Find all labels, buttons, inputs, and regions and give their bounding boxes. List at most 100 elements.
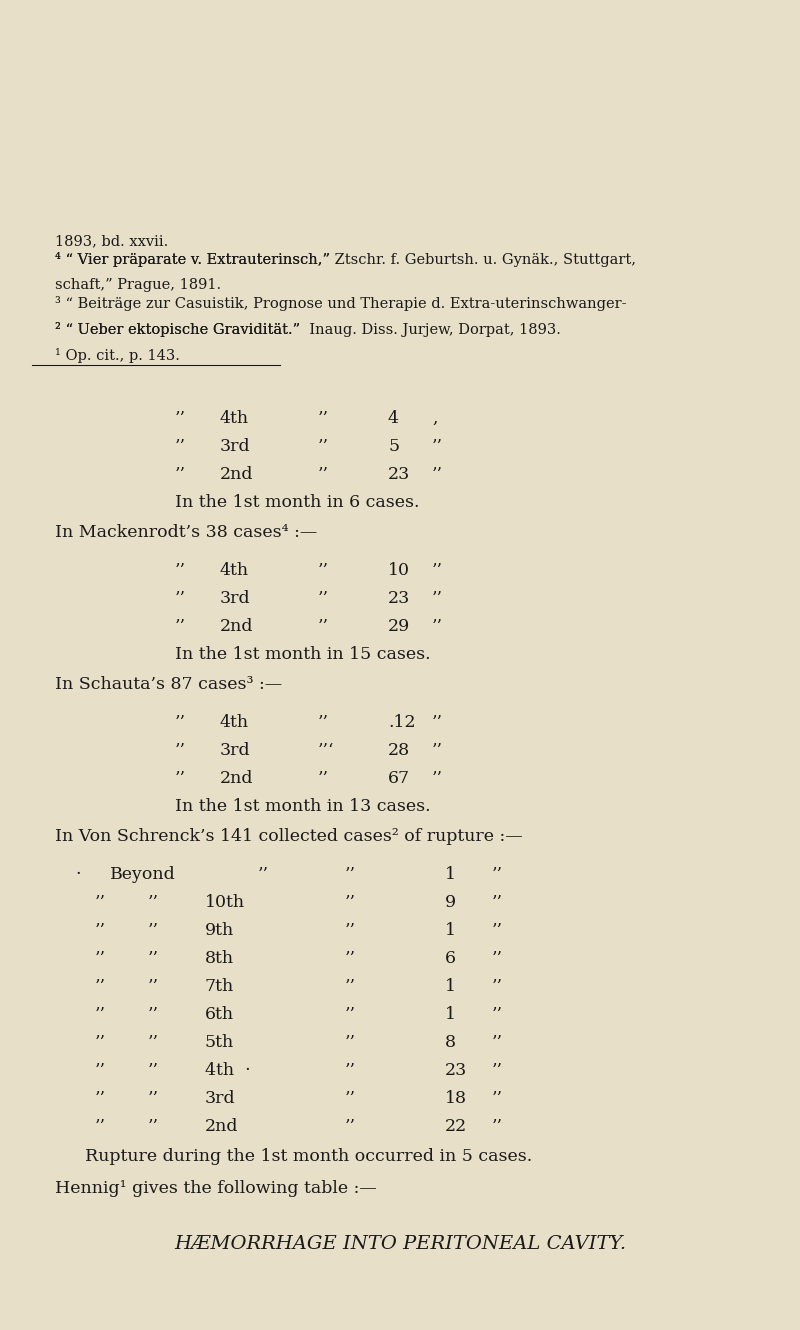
Text: ’’: ’’ (95, 1005, 106, 1023)
Text: ’’: ’’ (432, 438, 443, 455)
Text: ’’: ’’ (318, 714, 329, 732)
Text: 1: 1 (445, 978, 456, 995)
Text: ’’: ’’ (95, 922, 106, 939)
Text: 29: 29 (388, 618, 410, 634)
Text: 9: 9 (445, 894, 456, 911)
Text: ·: · (75, 866, 81, 883)
Text: ’’: ’’ (95, 894, 106, 911)
Text: 6th: 6th (205, 1005, 234, 1023)
Text: ⁴ “ Vier präparate v. Extrauterinsch,” Ztschr. f. Geburtsh. u. Gynäk.,: ⁴ “ Vier präparate v. Extrauterinsch,” Z… (55, 251, 557, 267)
Text: 1: 1 (445, 1005, 456, 1023)
Text: ’’: ’’ (492, 866, 503, 883)
Text: ’’: ’’ (345, 1091, 356, 1107)
Text: ’’: ’’ (345, 866, 356, 883)
Text: 5th: 5th (205, 1033, 234, 1051)
Text: 28: 28 (388, 742, 410, 759)
Text: ’’: ’’ (432, 770, 443, 787)
Text: 9th: 9th (205, 922, 234, 939)
Text: ’’: ’’ (258, 866, 269, 883)
Text: 2nd: 2nd (220, 465, 254, 483)
Text: ’’: ’’ (148, 1005, 159, 1023)
Text: ’’: ’’ (148, 1061, 159, 1079)
Text: ’’: ’’ (175, 410, 186, 427)
Text: ’’: ’’ (148, 1119, 159, 1134)
Text: ’’: ’’ (432, 465, 443, 483)
Text: ² “ Ueber ektopische Gravidität.”  Inaug. Diss. Jurjew, Dorpat, 1893.: ² “ Ueber ektopische Gravidität.” Inaug.… (55, 322, 561, 336)
Text: 3rd: 3rd (220, 438, 250, 455)
Text: .12: .12 (388, 714, 416, 732)
Text: ’’: ’’ (148, 894, 159, 911)
Text: 3rd: 3rd (220, 591, 250, 606)
Text: ’’: ’’ (432, 742, 443, 759)
Text: ’’: ’’ (95, 1119, 106, 1134)
Text: ,: , (432, 410, 438, 427)
Text: ¹ Op. cit., p. 143.: ¹ Op. cit., p. 143. (55, 348, 180, 363)
Text: ’’: ’’ (95, 1033, 106, 1051)
Text: 4: 4 (388, 410, 399, 427)
Text: schaft,” Prague, 1891.: schaft,” Prague, 1891. (55, 278, 221, 293)
Text: 23: 23 (388, 591, 410, 606)
Text: ’’: ’’ (345, 1005, 356, 1023)
Text: ’’: ’’ (345, 922, 356, 939)
Text: ’’: ’’ (148, 978, 159, 995)
Text: ’’‘: ’’‘ (318, 742, 334, 759)
Text: ’’: ’’ (175, 465, 186, 483)
Text: 1893, bd. xxvii.: 1893, bd. xxvii. (55, 234, 168, 247)
Text: 1: 1 (445, 922, 456, 939)
Text: 8: 8 (445, 1033, 456, 1051)
Text: 4th: 4th (220, 410, 249, 427)
Text: In the 1st month in 6 cases.: In the 1st month in 6 cases. (175, 493, 419, 511)
Text: ’’: ’’ (95, 950, 106, 967)
Text: ’’: ’’ (318, 591, 329, 606)
Text: ’’: ’’ (175, 714, 186, 732)
Text: 1: 1 (445, 866, 456, 883)
Text: 23: 23 (388, 465, 410, 483)
Text: Rupture during the 1st month occurred in 5 cases.: Rupture during the 1st month occurred in… (85, 1148, 532, 1165)
Text: 4th: 4th (220, 563, 249, 579)
Text: 4th  ·: 4th · (205, 1061, 250, 1079)
Text: ’’: ’’ (175, 618, 186, 634)
Text: ’’: ’’ (175, 591, 186, 606)
Text: 2nd: 2nd (220, 618, 254, 634)
Text: ’’: ’’ (345, 1119, 356, 1134)
Text: In Schauta’s 87 cases³ :—: In Schauta’s 87 cases³ :— (55, 676, 282, 693)
Text: In Von Schrenck’s 141 collected cases² of rupture :—: In Von Schrenck’s 141 collected cases² o… (55, 829, 522, 845)
Text: ⁴ “ Vier präparate v. Extrauterinsch,”: ⁴ “ Vier präparate v. Extrauterinsch,” (55, 251, 330, 267)
Text: ’’: ’’ (432, 591, 443, 606)
Text: ’’: ’’ (318, 438, 329, 455)
Text: ⁴ “ Vier präparate v. Extrauterinsch,” Ztschr. f. Geburtsh. u. Gynäk., Stuttgart: ⁴ “ Vier präparate v. Extrauterinsch,” Z… (55, 251, 636, 267)
Text: ’’: ’’ (345, 894, 356, 911)
Text: ’’: ’’ (175, 563, 186, 579)
Text: In the 1st month in 13 cases.: In the 1st month in 13 cases. (175, 798, 430, 815)
Text: ’’: ’’ (318, 770, 329, 787)
Text: ’’: ’’ (492, 1033, 503, 1051)
Text: ’’: ’’ (492, 950, 503, 967)
Text: 2nd: 2nd (220, 770, 254, 787)
Text: 8th: 8th (205, 950, 234, 967)
Text: ’’: ’’ (175, 438, 186, 455)
Text: Beyond: Beyond (110, 866, 176, 883)
Text: ’’: ’’ (432, 714, 443, 732)
Text: ’’: ’’ (432, 563, 443, 579)
Text: ’’: ’’ (492, 894, 503, 911)
Text: 23: 23 (445, 1061, 467, 1079)
Text: ’’: ’’ (318, 618, 329, 634)
Text: 10th: 10th (205, 894, 245, 911)
Text: ’’: ’’ (345, 950, 356, 967)
Text: 5: 5 (388, 438, 399, 455)
Text: ’’: ’’ (148, 950, 159, 967)
Text: 22: 22 (445, 1119, 467, 1134)
Text: 18: 18 (445, 1091, 467, 1107)
Text: ’’: ’’ (148, 922, 159, 939)
Text: ’’: ’’ (148, 1033, 159, 1051)
Text: 6: 6 (445, 950, 456, 967)
Text: ² “ Ueber ektopische Gravidität.”  Inaug. Diss. Jurjew,: ² “ Ueber ektopische Gravidität.” Inaug.… (55, 322, 452, 336)
Text: Hennig¹ gives the following table :—: Hennig¹ gives the following table :— (55, 1180, 377, 1197)
Text: 3rd: 3rd (205, 1091, 236, 1107)
Text: HÆMORRHAGE INTO PERITONEAL CAVITY.: HÆMORRHAGE INTO PERITONEAL CAVITY. (174, 1236, 626, 1253)
Text: 7th: 7th (205, 978, 234, 995)
Text: 4th: 4th (220, 714, 249, 732)
Text: ² “ Ueber ektopische Gravidität.”: ² “ Ueber ektopische Gravidität.” (55, 322, 300, 336)
Text: ’’: ’’ (95, 1061, 106, 1079)
Text: ’’: ’’ (345, 978, 356, 995)
